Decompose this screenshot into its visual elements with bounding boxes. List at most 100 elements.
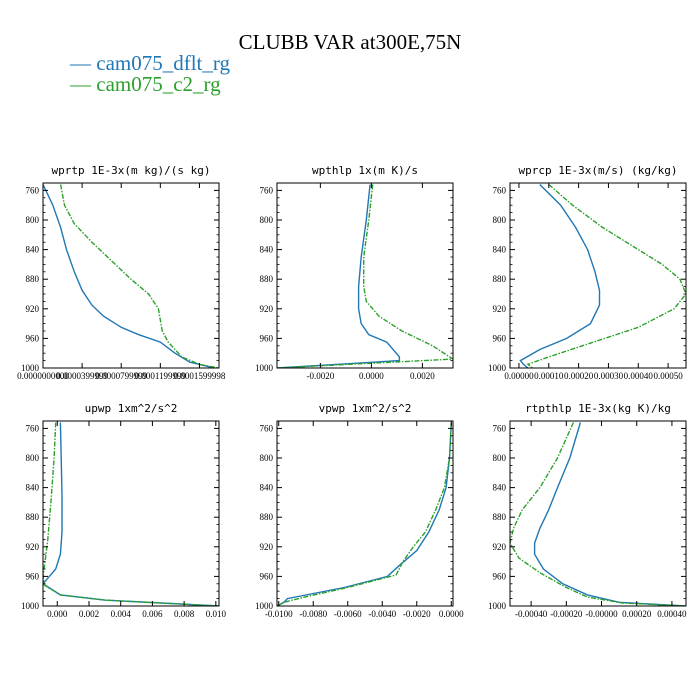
panel-title: wpthlp 1x(m K)/s (312, 164, 418, 177)
y-tick-label: 800 (26, 215, 40, 225)
x-tick-label: -0.0020 (306, 371, 334, 381)
panel-4: upwp 1xm^2/s^2 760 800 840 880 920 960 1000 0.00… (21, 402, 226, 619)
panel-title: wprcp 1E-3x(m/s) (kg/kg) (519, 164, 678, 177)
panel-3: wprcp 1E-3x(m/s) (kg/kg) 760 800 840 880 920 9… (488, 164, 687, 381)
x-tick-label: 0.0000 (359, 371, 384, 381)
x-tick-label: 0.00050 (653, 371, 683, 381)
y-tick-label: 1000 (488, 363, 507, 373)
x-tick-label: 0.0000799999 (95, 371, 147, 381)
y-tick-label: 840 (26, 483, 40, 493)
y-tick-label: 920 (260, 542, 274, 552)
y-tick-label: 760 (260, 185, 274, 195)
x-tick-label: 0.00020 (564, 371, 594, 381)
y-tick-label: 840 (493, 483, 507, 493)
y-tick-label: 880 (260, 274, 274, 284)
x-tick-label: 0.00030 (594, 371, 624, 381)
y-tick-label: 960 (260, 571, 274, 581)
y-tick-label: 880 (26, 512, 40, 522)
y-tick-label: 880 (260, 512, 274, 522)
x-tick-label: 0.010 (206, 609, 227, 619)
plot-frame (276, 182, 454, 369)
legend-entry-c2: — cam075_c2_rg (70, 73, 221, 95)
y-tick-label: 920 (260, 304, 274, 314)
legend-swatch-dflt: — (70, 51, 97, 75)
y-tick-label: 1000 (21, 601, 40, 611)
y-tick-label: 760 (26, 423, 40, 433)
series-line-dflt (277, 422, 452, 606)
y-tick-label: 1000 (255, 363, 274, 373)
y-tick-label: 880 (26, 274, 40, 284)
x-tick-label: 0.004 (111, 609, 132, 619)
x-tick-label: 0.0000000000 (17, 371, 69, 381)
y-tick-label: 840 (493, 245, 507, 255)
x-tick-label: 0.008 (174, 609, 195, 619)
x-tick-label: 0.006 (142, 609, 163, 619)
panel-title: wprtp 1E-3x(m kg)/(s kg) (52, 164, 211, 177)
panel-title: rtpthlp 1E-3x(kg K)/kg (525, 402, 671, 415)
y-tick-label: 920 (493, 542, 507, 552)
x-tick-label: 0.0001199999 (135, 371, 187, 381)
series-line-dflt (533, 422, 686, 606)
y-tick-label: 880 (493, 274, 507, 284)
x-tick-label: -0.0080 (299, 609, 327, 619)
y-tick-label: 800 (493, 215, 507, 225)
x-tick-label: -0.0020 (403, 609, 431, 619)
x-tick-label: 0.002 (79, 609, 99, 619)
plot-frame (509, 420, 687, 607)
x-tick-label: -0.00020 (550, 609, 583, 619)
series-line-dflt (43, 184, 215, 368)
x-tick-label: -0.00000 (585, 609, 618, 619)
x-tick-label: 0.00000 (504, 371, 534, 381)
x-tick-label: 0.0001599998 (174, 371, 226, 381)
y-tick-label: 920 (493, 304, 507, 314)
y-tick-label: 1000 (488, 601, 507, 611)
plot-frame (276, 420, 454, 607)
y-tick-label: 960 (26, 571, 40, 581)
y-tick-label: 800 (260, 453, 274, 463)
x-tick-label: 0.0000399999 (56, 371, 108, 381)
series-line-c2 (59, 184, 219, 368)
panel-2: wpthlp 1x(m K)/s 760 800 840 880 920 960 1000 -0… (255, 164, 454, 381)
x-tick-label: 0.00020 (622, 609, 652, 619)
x-tick-label: 0.0020 (410, 371, 435, 381)
y-tick-label: 760 (26, 185, 40, 195)
x-tick-label: 0.00040 (624, 371, 654, 381)
y-tick-label: 800 (26, 453, 40, 463)
y-tick-label: 760 (493, 423, 507, 433)
x-tick-label: -0.0100 (265, 609, 293, 619)
legend-swatch-c2: — (70, 72, 97, 96)
plot-frame (42, 182, 220, 369)
panel-title: upwp 1xm^2/s^2 (85, 402, 178, 415)
plot-frame (509, 182, 687, 369)
x-tick-label: 0.0000 (439, 609, 464, 619)
series-line-dflt (43, 422, 219, 606)
series-line-c2 (43, 422, 219, 606)
y-tick-label: 840 (260, 483, 274, 493)
y-tick-label: 880 (493, 512, 507, 522)
x-tick-label: -0.0040 (368, 609, 396, 619)
series-line-c2 (526, 183, 686, 368)
panel-1: wprtp 1E-3x(m kg)/(s kg) 760 800 840 880 920 9… (17, 164, 226, 381)
y-tick-label: 960 (493, 571, 507, 581)
y-tick-label: 800 (493, 453, 507, 463)
x-tick-label: 0.000 (47, 609, 68, 619)
legend-label-c2: cam075_c2_rg (96, 72, 221, 96)
legend-entry-dflt: — cam075_dflt_rg (70, 52, 230, 74)
series-line-c2 (510, 422, 686, 606)
x-tick-label: -0.00040 (515, 609, 548, 619)
y-tick-label: 1000 (255, 601, 274, 611)
series-line-c2 (277, 422, 452, 606)
y-tick-label: 960 (493, 333, 507, 343)
series-line-c2 (277, 184, 453, 368)
y-tick-label: 920 (26, 542, 40, 552)
x-tick-label: 0.00010 (534, 371, 564, 381)
y-tick-label: 960 (260, 333, 274, 343)
series-line-dflt (519, 184, 601, 368)
y-tick-label: 1000 (21, 363, 40, 373)
y-tick-label: 840 (260, 245, 274, 255)
x-tick-label: 0.00040 (657, 609, 687, 619)
y-tick-label: 760 (260, 423, 274, 433)
y-tick-label: 760 (493, 185, 507, 195)
panel-5: vpwp 1xm^2/s^27608008408809209601000-0.0… (255, 402, 464, 619)
